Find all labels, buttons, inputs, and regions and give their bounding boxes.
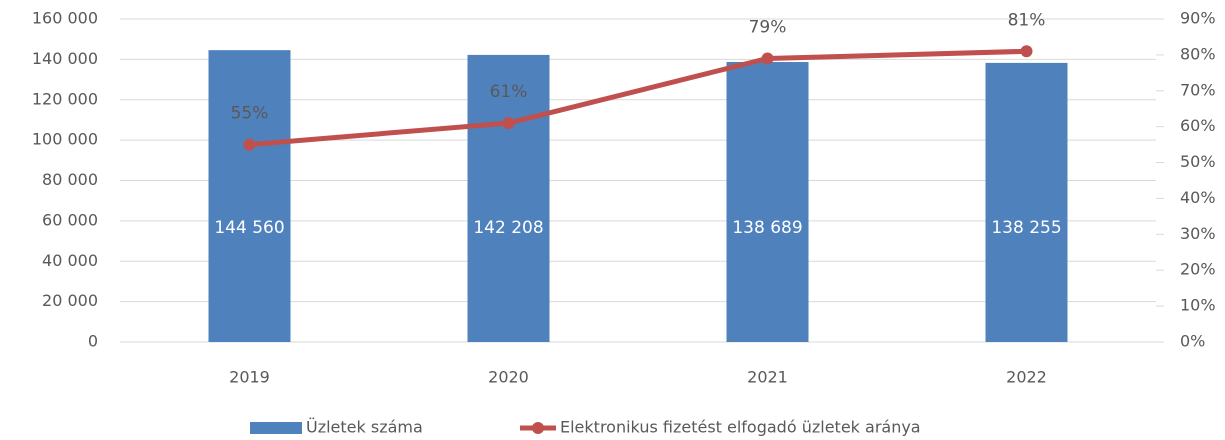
line-value-label: 61% — [490, 82, 528, 102]
y2-tick-label: 10% — [1180, 296, 1216, 315]
x-tick-label: 2019 — [229, 368, 270, 387]
y-tick-label: 40 000 — [42, 251, 98, 270]
bar-value-label: 144 560 — [214, 218, 284, 238]
x-tick-label: 2020 — [488, 368, 529, 387]
bar-value-label: 138 689 — [732, 218, 802, 238]
bar — [208, 50, 291, 343]
y2-tick-label: 0% — [1180, 332, 1205, 351]
legend-swatch — [532, 422, 544, 434]
legend-swatch — [250, 422, 302, 434]
line-point — [1020, 45, 1033, 58]
bar-value-label: 142 208 — [473, 218, 543, 238]
y2-tick-label: 70% — [1180, 80, 1216, 99]
y2-tick-label: 50% — [1180, 152, 1216, 171]
legend-label: Üzletek száma — [306, 418, 423, 437]
bar-value-label: 138 255 — [991, 218, 1061, 238]
x-tick-label: 2021 — [747, 368, 788, 387]
y-tick-label: 60 000 — [42, 210, 98, 229]
y2-tick-label: 80% — [1180, 44, 1216, 63]
bar — [726, 62, 809, 343]
y-tick-label: 120 000 — [32, 89, 98, 108]
y-tick-label: 100 000 — [32, 130, 98, 149]
y2-tick-label: 30% — [1180, 224, 1216, 243]
line-point — [243, 138, 256, 151]
bar — [467, 54, 550, 342]
line-point — [761, 52, 774, 65]
y2-tick-label: 90% — [1180, 9, 1216, 28]
line — [249, 48, 1027, 148]
line-value-label: 55% — [231, 104, 269, 124]
x-tick-label: 2022 — [1006, 368, 1047, 387]
line-point — [502, 117, 515, 130]
line-value-label: 79% — [749, 17, 787, 37]
y2-tick-label: 40% — [1180, 188, 1216, 207]
legend-label: Elektronikus fizetést elfogadó üzletek a… — [560, 418, 921, 437]
y-tick-label: 20 000 — [42, 291, 98, 310]
y-tick-label: 160 000 — [32, 9, 98, 28]
bar — [985, 62, 1068, 343]
line-value-label: 81% — [1008, 10, 1046, 30]
y-tick-label: 140 000 — [32, 49, 98, 68]
y-tick-label: 80 000 — [42, 170, 98, 189]
y2-tick-label: 20% — [1180, 260, 1216, 279]
y2-tick-label: 60% — [1180, 116, 1216, 135]
y-tick-label: 0 — [88, 332, 98, 351]
